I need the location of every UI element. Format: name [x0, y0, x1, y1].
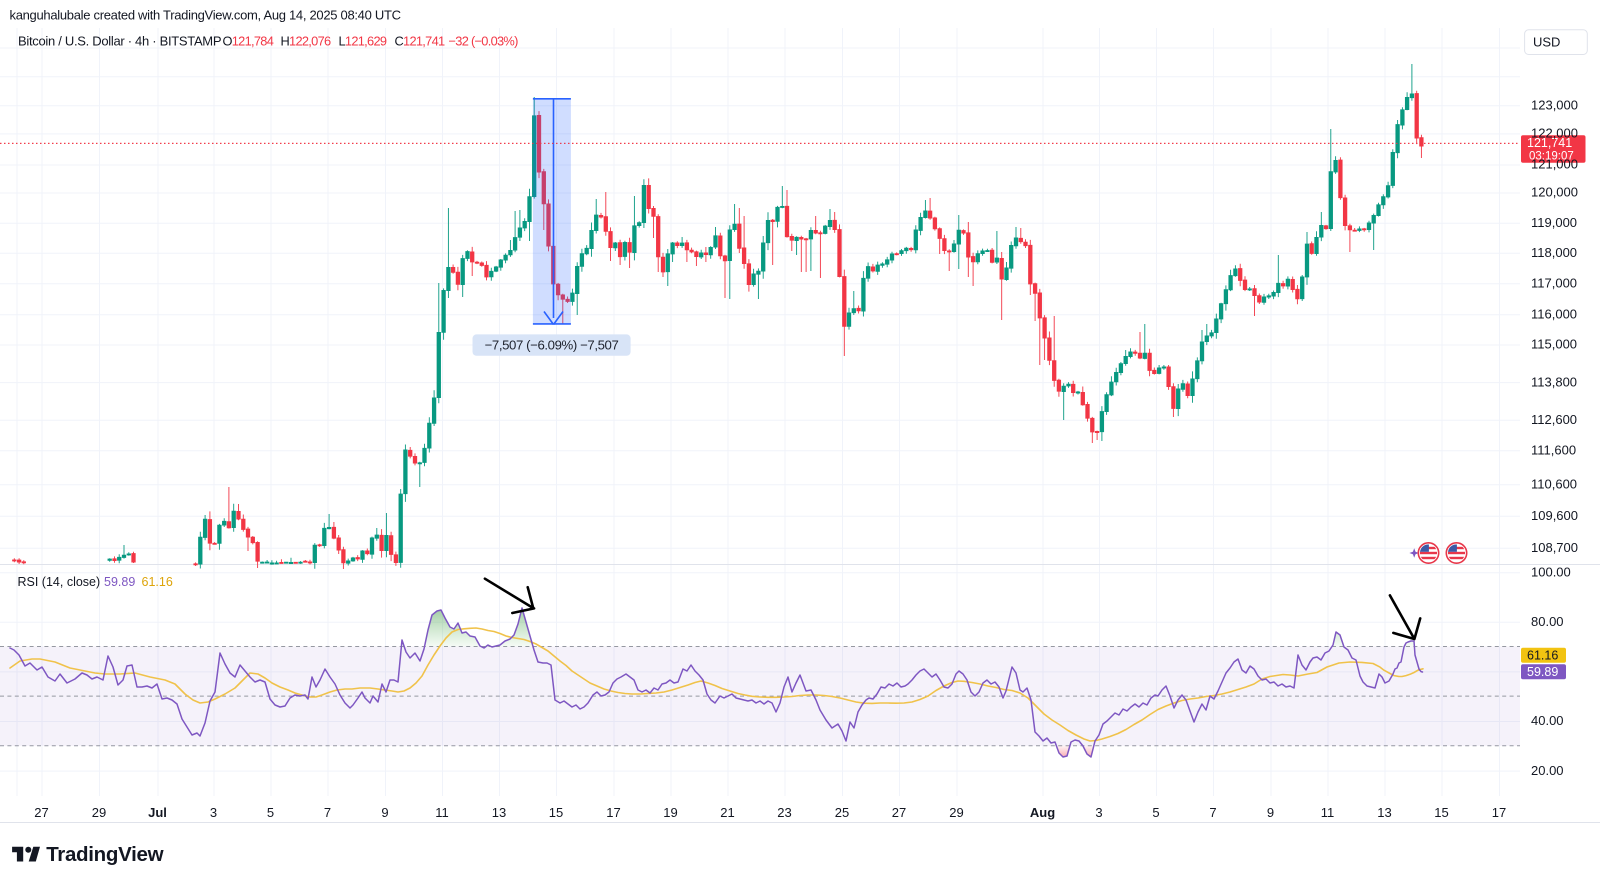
svg-text:116,000: 116,000: [1531, 306, 1577, 321]
svg-text:59.89: 59.89: [104, 575, 135, 589]
svg-text:Aug: Aug: [1030, 805, 1055, 820]
svg-text:13: 13: [1377, 805, 1391, 820]
svg-text:113,800: 113,800: [1531, 374, 1577, 389]
svg-text:61.16: 61.16: [1527, 648, 1558, 662]
svg-text:20.00: 20.00: [1531, 763, 1564, 778]
svg-text:120,000: 120,000: [1531, 185, 1578, 200]
svg-text:40.00: 40.00: [1531, 713, 1564, 728]
svg-text:9: 9: [1267, 805, 1274, 820]
svg-text:121,000: 121,000: [1531, 157, 1578, 172]
svg-text:7: 7: [324, 805, 331, 820]
svg-text:TradingView: TradingView: [46, 843, 163, 866]
svg-text:27: 27: [34, 805, 48, 820]
svg-text:15: 15: [549, 805, 563, 820]
svg-text:L121,629: L121,629: [339, 34, 387, 49]
svg-text:9: 9: [381, 805, 388, 820]
svg-text:5: 5: [267, 805, 274, 820]
svg-text:111,600: 111,600: [1531, 443, 1576, 458]
svg-text:123,000: 123,000: [1531, 97, 1578, 112]
svg-text:11: 11: [435, 805, 449, 820]
svg-text:29: 29: [92, 805, 106, 820]
svg-text:RSI (14, close): RSI (14, close): [18, 575, 101, 589]
svg-text:kanguhalubale created with Tra: kanguhalubale created with TradingView.c…: [10, 8, 401, 23]
svg-text:61.16: 61.16: [142, 575, 173, 589]
svg-text:108,700: 108,700: [1531, 540, 1578, 555]
svg-text:13: 13: [492, 805, 506, 820]
svg-text:121,741: 121,741: [1527, 136, 1572, 150]
svg-text:109,600: 109,600: [1531, 508, 1578, 523]
svg-text:19: 19: [663, 805, 677, 820]
svg-text:3: 3: [1095, 805, 1102, 820]
svg-text:122,000: 122,000: [1531, 126, 1578, 141]
svg-text:110,600: 110,600: [1531, 477, 1577, 492]
svg-text:118,000: 118,000: [1531, 245, 1577, 260]
svg-text:3: 3: [210, 805, 217, 820]
svg-text:C121,741: C121,741: [395, 34, 445, 49]
svg-text:100.00: 100.00: [1531, 564, 1571, 579]
svg-text:23: 23: [777, 805, 791, 820]
svg-text:03:19:07: 03:19:07: [1529, 150, 1574, 162]
svg-text:Bitcoin / U.S. Dollar · 4h · B: Bitcoin / U.S. Dollar · 4h · BITSTAMP: [18, 34, 221, 49]
svg-text:O121,784: O121,784: [223, 34, 274, 49]
svg-text:−32 (−0.03%): −32 (−0.03%): [449, 34, 519, 49]
svg-text:25: 25: [835, 805, 849, 820]
svg-text:29: 29: [949, 805, 963, 820]
svg-text:119,000: 119,000: [1531, 215, 1577, 230]
svg-text:59.89: 59.89: [1527, 665, 1558, 679]
svg-text:21: 21: [720, 805, 734, 820]
svg-text:17: 17: [606, 805, 620, 820]
svg-text:112,600: 112,600: [1531, 412, 1577, 427]
svg-text:5: 5: [1152, 805, 1159, 820]
svg-text:117,000: 117,000: [1531, 276, 1577, 291]
svg-text:Jul: Jul: [148, 805, 167, 820]
svg-text:27: 27: [892, 805, 906, 820]
svg-text:USD: USD: [1533, 34, 1560, 49]
svg-text:7: 7: [1209, 805, 1216, 820]
svg-text:−7,507 (−6.09%) −7,507: −7,507 (−6.09%) −7,507: [485, 338, 619, 353]
svg-text:H122,076: H122,076: [281, 34, 331, 49]
svg-text:17: 17: [1492, 805, 1506, 820]
svg-text:80.00: 80.00: [1531, 614, 1564, 629]
svg-text:115,000: 115,000: [1531, 337, 1577, 352]
svg-text:15: 15: [1434, 805, 1448, 820]
svg-text:11: 11: [1321, 805, 1335, 820]
